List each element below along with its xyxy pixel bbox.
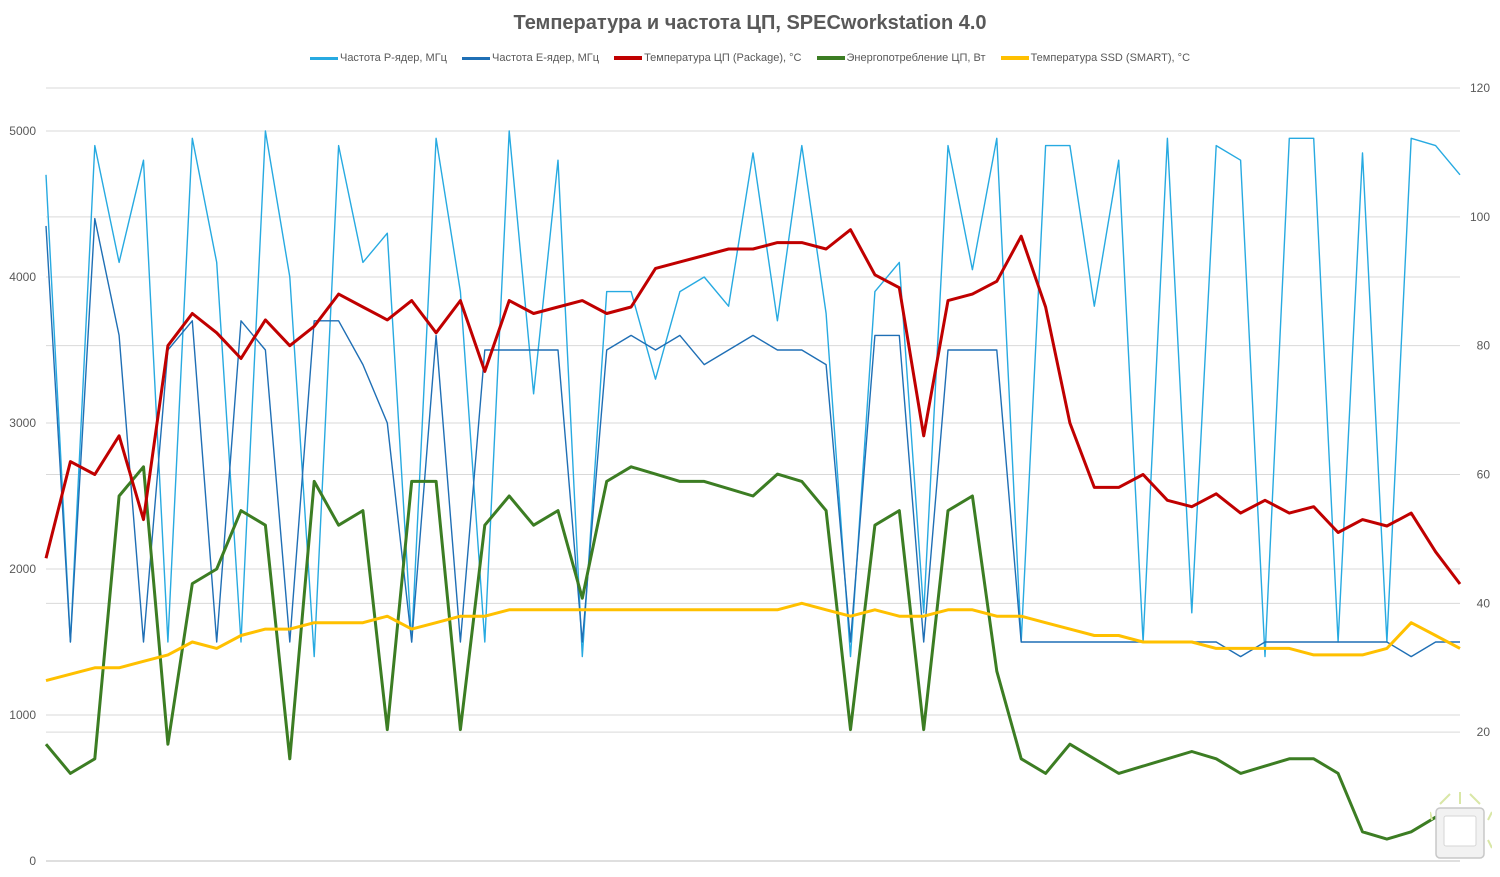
axes: 0 1000 2000 3000 4000 5000 20 40 60 80 100 120 bbox=[9, 81, 1490, 868]
legend-label-p-cores: Частота P-ядер, МГц bbox=[339, 52, 447, 65]
series-line-cpu-temp bbox=[44, 228, 1462, 585]
series-lines bbox=[44, 130, 1462, 848]
legend-label-cpu-power: Энергопотребление ЦП, Вт bbox=[846, 52, 986, 65]
legend-swatch-p-cores bbox=[309, 56, 338, 60]
legend-swatch-e-cores bbox=[462, 56, 491, 60]
legend: Частота P-ядер, МГц Частота E-ядер, МГц … bbox=[0, 52, 1500, 64]
y-right-tick-label: 20 bbox=[1477, 725, 1491, 739]
chart-title: Температура и частота ЦП, SPECworkstatio… bbox=[513, 12, 987, 34]
legend-item-cpu-temp: Температура ЦП (Package), °C bbox=[614, 52, 801, 64]
legend-label-e-cores: Частота E-ядер, МГц bbox=[492, 52, 600, 65]
gridlines bbox=[46, 87, 1460, 862]
legend-label-ssd-temp: Температура SSD (SMART), °C bbox=[1030, 52, 1191, 65]
y-right-tick-label: 60 bbox=[1477, 468, 1491, 482]
legend-item-ssd-temp: Температура SSD (SMART), °C bbox=[1000, 52, 1191, 65]
series-line-e-cores bbox=[45, 217, 1460, 658]
y-left-tick-label: 1000 bbox=[9, 708, 36, 722]
y-left-tick-label: 4000 bbox=[9, 270, 36, 284]
legend-swatch-cpu-temp bbox=[614, 56, 643, 61]
y-left-tick-label: 2000 bbox=[9, 562, 36, 576]
y-right-tick-label: 80 bbox=[1477, 339, 1491, 353]
y-right-tick-label: 40 bbox=[1477, 596, 1491, 610]
legend-item-e-cores: Частота E-ядер, МГц bbox=[462, 52, 599, 64]
y-right-tick-label: 100 bbox=[1470, 210, 1490, 224]
series-line-p-cores bbox=[45, 130, 1461, 658]
y-left-tick-label: 0 bbox=[29, 854, 36, 868]
watermark-logo-icon bbox=[1430, 792, 1492, 859]
series-line-cpu-power bbox=[44, 465, 1462, 848]
y-right-tick-label: 120 bbox=[1470, 81, 1490, 95]
legend-item-cpu-power: Энергопотребление ЦП, Вт bbox=[816, 52, 986, 65]
legend-swatch-ssd-temp bbox=[1000, 56, 1029, 61]
legend-label-cpu-temp: Температура ЦП (Package), °C bbox=[644, 52, 802, 65]
y-left-tick-label: 3000 bbox=[9, 416, 36, 430]
y-left-tick-label: 5000 bbox=[9, 124, 36, 138]
legend-item-p-cores: Частота P-ядер, МГц bbox=[309, 52, 447, 65]
legend-swatch-cpu-power bbox=[816, 56, 845, 61]
series-line-ssd-temp bbox=[45, 601, 1461, 683]
